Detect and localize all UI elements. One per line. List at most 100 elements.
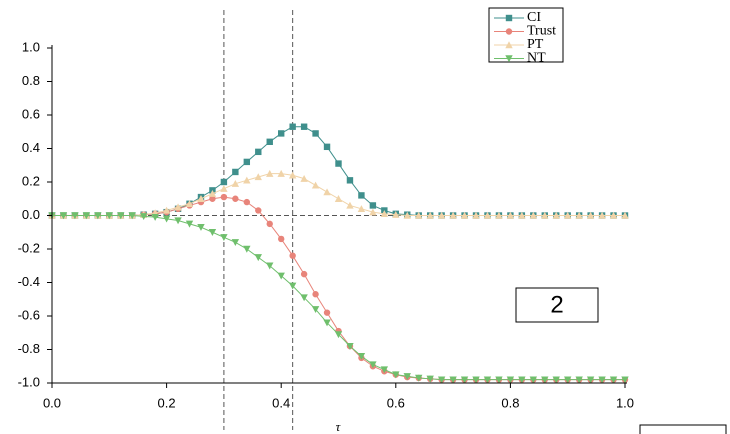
marker [621, 211, 629, 219]
marker [209, 195, 216, 202]
x-tick-label: 0.6 [387, 395, 405, 410]
marker [105, 212, 113, 220]
y-tick-label: 0.0 [22, 207, 40, 222]
y-tick-label: 0.4 [22, 140, 40, 155]
legend-label: Trust [527, 24, 556, 39]
marker [243, 245, 251, 253]
marker [505, 28, 513, 35]
marker [288, 171, 297, 179]
marker [197, 224, 205, 231]
marker [586, 376, 595, 384]
marker [357, 205, 366, 212]
marker [94, 212, 102, 220]
y-tick-label: 0.2 [22, 173, 40, 188]
marker [529, 376, 538, 384]
marker [254, 173, 262, 181]
marker [472, 376, 480, 384]
legend-box [488, 7, 564, 63]
marker [369, 361, 377, 369]
empty-box [639, 424, 727, 434]
marker [495, 211, 503, 219]
marker [483, 376, 492, 384]
marker [449, 376, 457, 384]
marker [289, 252, 296, 259]
marker [541, 376, 549, 384]
marker [323, 309, 331, 316]
marker [437, 376, 446, 384]
marker [278, 235, 285, 243]
marker [518, 376, 526, 384]
marker [403, 211, 411, 219]
annotation-box [515, 287, 599, 323]
marker [128, 212, 136, 220]
marker [312, 291, 319, 298]
marker [575, 376, 583, 384]
marker [369, 208, 377, 216]
marker [277, 272, 285, 280]
marker [289, 123, 296, 130]
y-tick-label: 0.6 [22, 106, 40, 121]
marker [529, 211, 538, 219]
annotation: 2 [550, 291, 563, 318]
marker [358, 192, 365, 199]
marker [162, 206, 171, 214]
marker [71, 212, 79, 220]
marker [609, 211, 618, 219]
series-line [52, 173, 625, 216]
marker [208, 229, 217, 236]
marker [185, 220, 194, 228]
marker [220, 193, 228, 201]
marker [278, 130, 285, 137]
x-tick-label: 0.0 [43, 395, 61, 410]
marker [266, 220, 273, 228]
legend-label: NT [527, 51, 546, 66]
marker [117, 212, 125, 220]
marker [426, 375, 434, 383]
marker [174, 217, 182, 225]
marker [243, 158, 251, 166]
marker [254, 254, 262, 262]
marker [266, 138, 273, 145]
marker [151, 213, 159, 221]
marker [357, 353, 366, 360]
x-tick-label: 0.4 [272, 395, 290, 410]
marker [266, 262, 274, 270]
marker [255, 207, 262, 214]
marker [300, 294, 308, 302]
marker [505, 14, 513, 22]
marker [415, 374, 423, 382]
y-tick-label: 0.8 [22, 73, 40, 88]
marker [232, 195, 239, 202]
marker [243, 198, 251, 206]
y-tick-label: -0.8 [18, 341, 40, 356]
legend-label: PT [527, 37, 544, 52]
marker [311, 306, 320, 313]
marker [220, 185, 228, 192]
x-tick-label: 0.8 [501, 395, 519, 410]
marker [564, 376, 572, 384]
marker [472, 211, 480, 219]
marker [437, 211, 446, 219]
marker [334, 331, 343, 339]
marker [174, 203, 182, 211]
marker [346, 177, 354, 184]
marker [220, 234, 228, 241]
marker [506, 376, 515, 384]
marker [197, 195, 205, 202]
marker [300, 123, 308, 130]
x-tick-label: 1.0 [616, 395, 634, 410]
marker [449, 211, 457, 219]
marker [312, 130, 319, 137]
marker [552, 211, 560, 219]
marker [483, 211, 492, 219]
marker [609, 376, 618, 384]
series-line [52, 126, 625, 216]
marker [575, 211, 583, 219]
marker [255, 148, 262, 156]
marker [323, 143, 331, 151]
marker [392, 210, 400, 218]
marker [300, 270, 308, 278]
marker [552, 376, 560, 384]
